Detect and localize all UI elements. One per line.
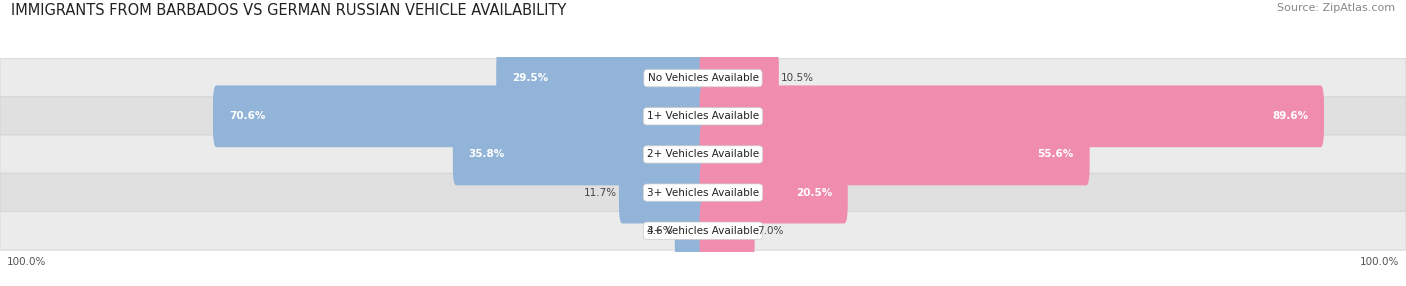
FancyBboxPatch shape xyxy=(0,97,1406,136)
Text: 70.6%: 70.6% xyxy=(229,111,266,121)
Text: 1+ Vehicles Available: 1+ Vehicles Available xyxy=(647,111,759,121)
Text: 4+ Vehicles Available: 4+ Vehicles Available xyxy=(647,226,759,236)
FancyBboxPatch shape xyxy=(700,124,1090,185)
FancyBboxPatch shape xyxy=(0,173,1406,212)
Text: 7.0%: 7.0% xyxy=(756,226,783,236)
FancyBboxPatch shape xyxy=(700,86,1324,147)
Text: No Vehicles Available: No Vehicles Available xyxy=(648,73,758,83)
Text: 20.5%: 20.5% xyxy=(796,188,832,198)
Text: 3+ Vehicles Available: 3+ Vehicles Available xyxy=(647,188,759,198)
Text: 35.8%: 35.8% xyxy=(468,150,505,159)
Text: 10.5%: 10.5% xyxy=(780,73,814,83)
Text: 55.6%: 55.6% xyxy=(1038,150,1074,159)
Text: 2+ Vehicles Available: 2+ Vehicles Available xyxy=(647,150,759,159)
Text: 11.7%: 11.7% xyxy=(583,188,617,198)
FancyBboxPatch shape xyxy=(0,135,1406,174)
Text: 89.6%: 89.6% xyxy=(1272,111,1308,121)
Text: 100.0%: 100.0% xyxy=(1360,257,1399,267)
FancyBboxPatch shape xyxy=(453,124,706,185)
FancyBboxPatch shape xyxy=(700,47,779,109)
FancyBboxPatch shape xyxy=(0,211,1406,250)
Text: 3.6%: 3.6% xyxy=(647,226,672,236)
FancyBboxPatch shape xyxy=(496,47,706,109)
FancyBboxPatch shape xyxy=(700,162,848,223)
FancyBboxPatch shape xyxy=(675,200,706,262)
FancyBboxPatch shape xyxy=(619,162,706,223)
Text: Source: ZipAtlas.com: Source: ZipAtlas.com xyxy=(1277,3,1395,13)
FancyBboxPatch shape xyxy=(212,86,706,147)
FancyBboxPatch shape xyxy=(700,200,755,262)
Text: 29.5%: 29.5% xyxy=(512,73,548,83)
FancyBboxPatch shape xyxy=(0,59,1406,98)
Text: IMMIGRANTS FROM BARBADOS VS GERMAN RUSSIAN VEHICLE AVAILABILITY: IMMIGRANTS FROM BARBADOS VS GERMAN RUSSI… xyxy=(11,3,567,18)
Text: 100.0%: 100.0% xyxy=(7,257,46,267)
